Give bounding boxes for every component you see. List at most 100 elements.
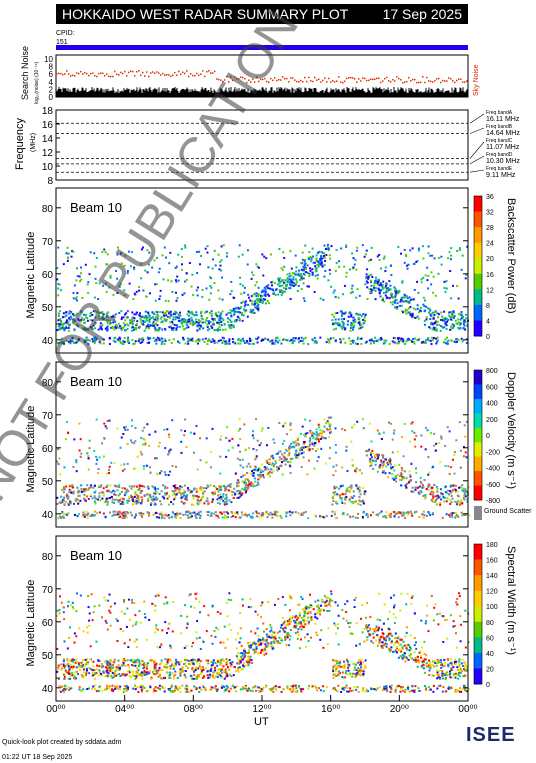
colorbar-tick-label: 800 — [486, 368, 498, 375]
scatter-point — [421, 245, 424, 248]
noise-point — [276, 79, 278, 82]
scatter-point — [317, 265, 320, 268]
scatter-point — [335, 249, 338, 252]
scatter-point — [407, 263, 410, 266]
scatter-point — [350, 287, 353, 290]
scatter-point — [130, 495, 133, 498]
scatter-point — [205, 500, 208, 503]
scatter-point — [166, 514, 169, 517]
scatter-point — [298, 341, 301, 344]
scatter-point — [361, 472, 364, 475]
scatter-point — [352, 257, 355, 260]
scatter-point — [227, 323, 230, 326]
scatter-point — [176, 316, 179, 319]
noise-point — [390, 80, 392, 83]
scatter-point — [87, 498, 90, 501]
noise-point — [250, 81, 252, 83]
scatter-point — [73, 319, 76, 322]
scatter-point — [416, 338, 419, 341]
scatter-point — [443, 496, 446, 499]
scatter-point — [139, 315, 142, 318]
scatter-point — [393, 515, 396, 518]
scatter-point — [209, 292, 212, 295]
scatter-point — [450, 501, 453, 504]
scatter-point — [235, 320, 238, 323]
scatter-point — [210, 512, 213, 515]
scatter-point — [234, 310, 237, 313]
noise-point — [440, 81, 442, 84]
scatter-point — [97, 328, 100, 331]
scatter-point — [146, 336, 149, 339]
noise-point — [102, 72, 104, 75]
scatter-point — [352, 490, 355, 493]
scatter-point — [418, 493, 421, 496]
colorbar-segment — [474, 384, 482, 400]
scatter-point — [102, 455, 105, 458]
scatter-point — [362, 487, 365, 490]
scatter-point — [405, 486, 408, 489]
scatter-point — [198, 324, 201, 327]
scatter-point — [62, 658, 65, 661]
noise-point — [268, 81, 270, 83]
scatter-point — [463, 498, 466, 501]
scatter-point — [359, 493, 362, 496]
scatter-point — [102, 313, 105, 316]
scatter-point — [88, 486, 91, 489]
scatter-point — [104, 282, 107, 285]
scatter-point — [335, 500, 338, 503]
freq-band-name: Freq bandC — [486, 138, 513, 144]
scatter-point — [90, 326, 93, 329]
scatter-point — [214, 492, 217, 495]
scatter-point — [353, 263, 356, 266]
scatter-point — [376, 255, 379, 258]
scatter-point — [426, 307, 429, 310]
noise-point — [210, 72, 212, 74]
scatter-point — [184, 494, 187, 497]
scatter-point — [147, 311, 150, 314]
scatter-point — [417, 491, 420, 494]
scatter-point — [418, 249, 421, 252]
scatter-point — [358, 496, 361, 499]
scatter-point — [356, 342, 359, 345]
scatter-point — [152, 323, 155, 326]
scatter-point — [197, 674, 200, 677]
scatter-point — [280, 457, 283, 460]
scatter-point — [255, 292, 258, 295]
scatter-point — [315, 428, 318, 431]
scatter-point — [407, 307, 410, 310]
scatter-point — [191, 313, 194, 316]
scatter-point — [262, 512, 265, 515]
scatter-point — [339, 485, 342, 488]
scatter-point — [121, 327, 124, 330]
scatter-point — [88, 612, 91, 615]
scatter-point — [427, 512, 430, 515]
scatter-point — [257, 303, 260, 306]
scatter-point — [95, 462, 98, 465]
scatter-point — [72, 491, 75, 494]
scatter-point — [452, 484, 455, 487]
scatter-point — [198, 338, 201, 341]
scatter-point — [90, 485, 93, 488]
scatter-point — [358, 489, 361, 492]
noise-point — [208, 70, 210, 72]
scatter-point — [232, 308, 235, 311]
scatter-point — [57, 322, 60, 325]
scatter-point — [187, 516, 190, 519]
scatter-point — [77, 494, 80, 497]
scatter-point — [129, 439, 132, 442]
scatter-point — [247, 486, 250, 489]
scatter-point — [388, 297, 391, 300]
scatter-point — [153, 339, 156, 342]
scatter-point — [195, 314, 198, 317]
scatter-point — [433, 313, 436, 316]
scatter-point — [86, 283, 89, 286]
scatter-point — [92, 514, 95, 517]
scatter-point — [260, 470, 263, 473]
scatter-point — [374, 298, 377, 301]
scatter-point — [164, 513, 167, 516]
scatter-point — [144, 443, 147, 446]
noise-point — [172, 74, 174, 77]
noise-point — [66, 70, 68, 72]
scatter-point — [431, 486, 434, 489]
